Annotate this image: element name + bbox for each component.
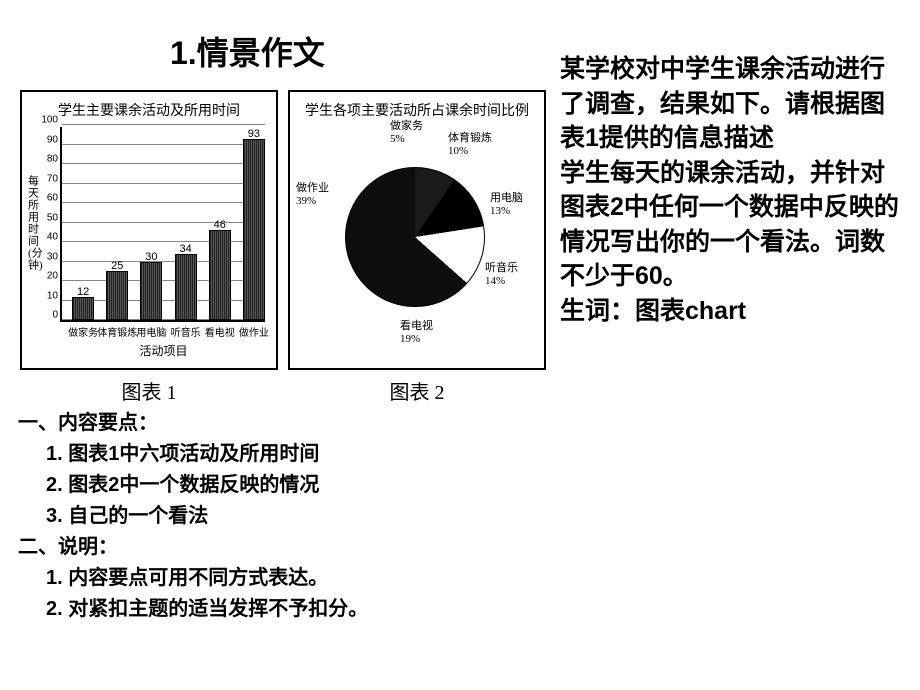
charts-row: 学生主要课余活动及所用时间 每天所用时间(分钟) 活动项目 0102030405… [20, 90, 546, 405]
pie-label: 体育锻炼10% [448, 132, 492, 158]
pie-label: 用电脑13% [490, 192, 523, 218]
ytick: 50 [47, 212, 58, 223]
bar: 12 [72, 297, 94, 320]
bar: 34 [175, 254, 197, 320]
section2-item: 2. 对紧扣主题的适当发挥不予扣分。 [18, 594, 368, 625]
pie-label: 做家务5% [390, 120, 423, 146]
xtick: 听音乐 [171, 324, 201, 339]
ytick: 70 [47, 173, 58, 184]
gridline [62, 202, 265, 203]
xtick: 做作业 [239, 324, 269, 339]
bar: 30 [140, 262, 162, 321]
prompt-p2: 学生每天的课余活动，并针对图表2中任何一个数据中反映的情况写出你的一个看法。词数… [560, 156, 900, 294]
xtick: 做家务 [68, 324, 98, 339]
bar-value-label: 34 [179, 243, 191, 255]
bar-value-label: 25 [111, 260, 123, 272]
bar-value-label: 30 [145, 251, 157, 263]
section2-head: 二、说明： [18, 532, 368, 563]
gridline [62, 124, 265, 125]
pie-chart: 学生各项主要活动所占课余时间比例 做作业39%做家务5%体育锻炼10%用电脑13… [288, 90, 546, 370]
xtick: 用电脑 [136, 324, 166, 339]
ytick: 0 [52, 310, 58, 321]
chart1-title: 学生主要课余活动及所用时间 [22, 92, 276, 120]
ytick: 30 [47, 251, 58, 262]
chart1-col: 学生主要课余活动及所用时间 每天所用时间(分钟) 活动项目 0102030405… [20, 90, 278, 405]
bar: 46 [209, 230, 231, 320]
bar: 93 [243, 139, 265, 320]
ytick: 80 [47, 154, 58, 165]
page-title: 1.情景作文 [170, 28, 325, 74]
section1-item: 2. 图表2中一个数据反映的情况 [18, 470, 368, 501]
prompt-p1: 某学校对中学生课余活动进行了调查，结果如下。请根据图表1提供的信息描述 [560, 52, 900, 156]
bar-value-label: 93 [248, 128, 260, 140]
ytick: 20 [47, 271, 58, 282]
ytick: 60 [47, 193, 58, 204]
section1-head: 一、内容要点： [18, 408, 368, 439]
gridline [62, 144, 265, 145]
gridline [62, 163, 265, 164]
section1-item: 1. 图表1中六项活动及所用时间 [18, 439, 368, 470]
section1-item: 3. 自己的一个看法 [18, 501, 368, 532]
xtick: 体育锻炼 [97, 324, 137, 339]
gridline [62, 222, 265, 223]
bar-area: 每天所用时间(分钟) 活动项目 010203040506070809010012… [60, 127, 265, 322]
ytick: 40 [47, 232, 58, 243]
bar-value-label: 46 [214, 219, 226, 231]
gridline [62, 183, 265, 184]
prompt-text: 某学校对中学生课余活动进行了调查，结果如下。请根据图表1提供的信息描述 学生每天… [560, 52, 900, 328]
bar-value-label: 12 [77, 286, 89, 298]
gridline [62, 261, 265, 262]
pie-label: 听音乐14% [485, 262, 518, 288]
bar: 25 [106, 271, 128, 320]
chart1-xlabel: 活动项目 [139, 342, 187, 359]
pie-label: 看电视19% [400, 320, 433, 346]
ytick: 10 [47, 290, 58, 301]
prompt-p3: 生词：图表chart [560, 294, 900, 329]
instructions: 一、内容要点： 1. 图表1中六项活动及所用时间 2. 图表2中一个数据反映的情… [18, 408, 368, 625]
pie-label: 做作业39% [296, 182, 329, 208]
pie-disc [345, 167, 485, 307]
section2-item: 1. 内容要点可用不同方式表达。 [18, 563, 368, 594]
bar-chart: 学生主要课余活动及所用时间 每天所用时间(分钟) 活动项目 0102030405… [20, 90, 278, 370]
pie-wrap: 做作业39%做家务5%体育锻炼10%用电脑13%听音乐14%看电视19% [330, 152, 500, 322]
xtick: 看电视 [205, 324, 235, 339]
chart2-title: 学生各项主要活动所占课余时间比例 [290, 92, 544, 120]
ytick: 90 [47, 134, 58, 145]
gridline [62, 280, 265, 281]
ytick: 100 [41, 115, 58, 126]
chart2-caption: 图表 2 [288, 376, 546, 405]
gridline [62, 241, 265, 242]
chart2-col: 学生各项主要活动所占课余时间比例 做作业39%做家务5%体育锻炼10%用电脑13… [288, 90, 546, 405]
chart1-ylabel: 每天所用时间(分钟) [28, 175, 42, 272]
chart1-caption: 图表 1 [20, 376, 278, 405]
